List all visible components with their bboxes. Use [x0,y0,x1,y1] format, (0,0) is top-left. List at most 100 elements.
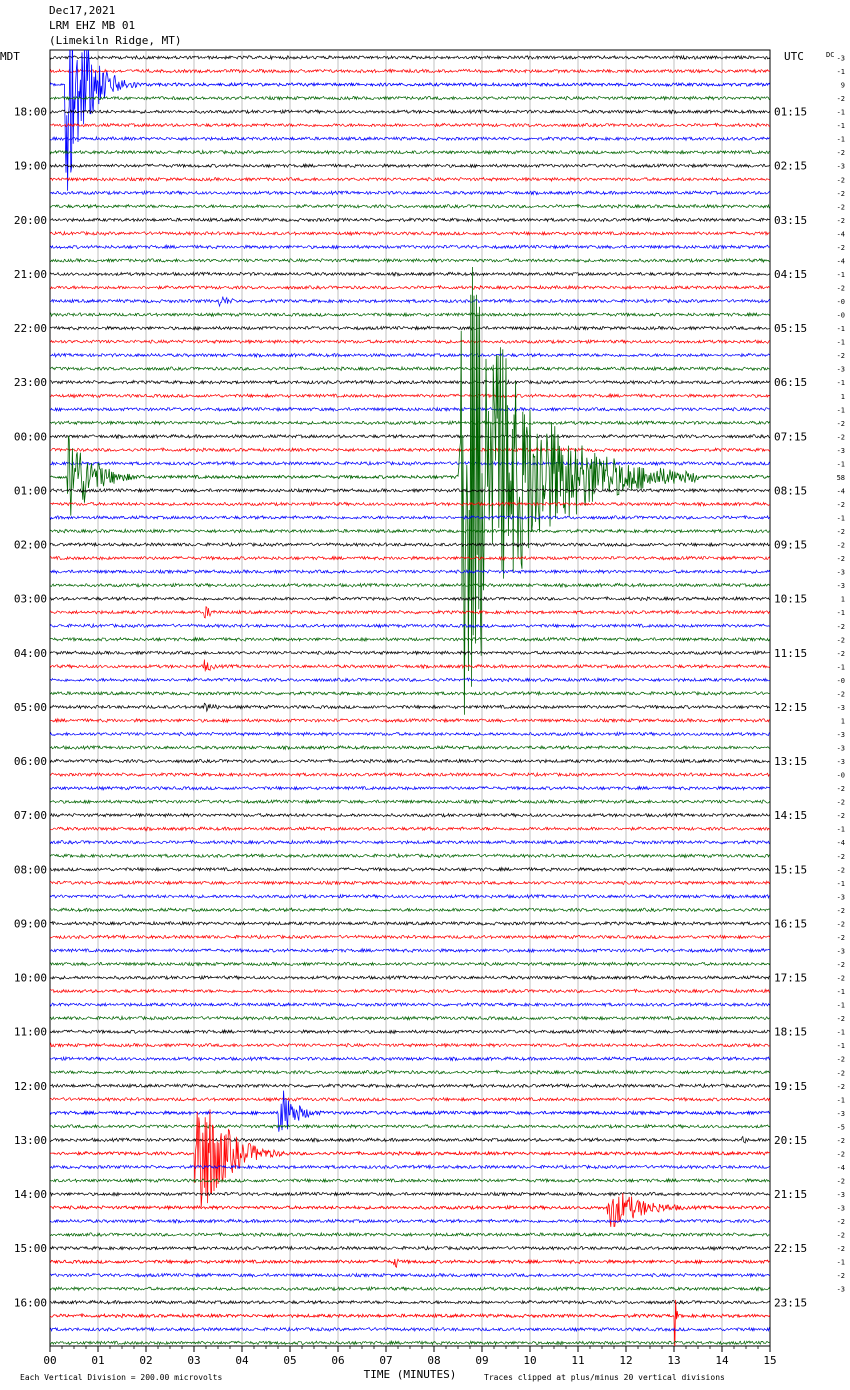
utc-hour-label: 23:15 [774,1296,807,1309]
seismic-trace [50,379,770,386]
x-tick-label: 06 [331,1354,344,1367]
dc-offset-value: -0 [837,298,845,306]
seismic-trace [50,920,770,927]
mdt-hour-label: 09:00 [14,917,47,930]
dc-offset-value: -1 [837,1042,845,1050]
seismic-trace [50,1272,770,1279]
seismic-trace [50,690,770,697]
mdt-hour-label: 13:00 [14,1134,47,1147]
dc-offset-value: -2 [837,690,845,698]
dc-offset-value: -2 [837,176,845,184]
dc-offset-value: -1 [837,406,845,414]
x-tick-label: 03 [187,1354,200,1367]
mdt-hour-label: 04:00 [14,647,47,660]
dc-offset-value: -1 [837,325,845,333]
dc-offset-value: -2 [837,623,845,631]
mdt-hour-label: 19:00 [14,160,47,173]
seismic-trace [50,487,770,494]
seismic-trace [50,514,770,521]
dc-offset-value: 1 [841,596,845,604]
seismic-trace [50,785,770,792]
utc-timezone-label: UTC [784,50,804,63]
dc-offset-value: -3 [837,745,845,753]
seismic-trace [50,947,770,954]
dc-offset-value: -1 [837,122,845,130]
dc-offset-value: -3 [837,569,845,577]
seismic-trace [50,95,770,102]
seismic-trace [50,893,770,900]
dc-offset-value: -1 [837,609,845,617]
seismic-trace [50,446,770,453]
seismic-trace [50,284,770,291]
x-tick-label: 11 [571,1354,584,1367]
seismic-trace [50,555,770,562]
seismic-trace [50,176,770,183]
utc-hour-label: 04:15 [774,268,807,281]
dc-offset-value: -2 [837,528,845,536]
dc-offset-value: -1 [837,136,845,144]
seismic-trace [50,582,770,589]
seismic-trace [50,1109,770,1208]
dc-offset-value: -2 [837,433,845,441]
seismic-trace [50,392,770,399]
dc-offset-value: -4 [837,487,845,495]
dc-offset-value: -2 [837,934,845,942]
dc-offset-value: -2 [837,501,845,509]
dc-offset-value: -1 [837,460,845,468]
dc-offset-value: -2 [837,555,845,563]
dc-offset-value: -4 [837,257,845,265]
dc-offset-value: -2 [837,866,845,874]
x-tick-label: 04 [235,1354,249,1367]
utc-hour-label: 03:15 [774,214,807,227]
seismic-trace [50,717,770,724]
seismic-trace [50,1245,770,1252]
seismic-trace [50,338,770,345]
seismic-trace [50,1177,770,1184]
x-tick-label: 08 [427,1354,440,1367]
dc-offset-value: -2 [837,1245,845,1253]
mdt-hour-label: 10:00 [14,972,47,985]
seismic-trace [50,622,770,629]
seismic-trace [50,501,770,507]
utc-hour-label: 02:15 [774,160,807,173]
x-tick-label: 01 [91,1354,104,1367]
dc-offset-value: -2 [837,1232,845,1240]
seismic-trace [50,406,770,413]
mdt-hour-label: 15:00 [14,1242,47,1255]
utc-hour-label: 08:15 [774,484,807,497]
dc-offset-value: -1 [837,988,845,996]
dc-offset-value: -3 [837,947,845,955]
x-tick-label: 15 [763,1354,776,1367]
mdt-hour-label: 18:00 [14,106,47,119]
dc-offset-value: 1 [841,717,845,725]
dc-offset-value: -2 [837,1015,845,1023]
seismic-trace [50,311,770,318]
mdt-hour-label: 22:00 [14,322,47,335]
utc-hour-label: 19:15 [774,1080,807,1093]
seismic-trace [50,296,770,308]
dc-offset-value: -3 [837,731,845,739]
dc-offset-value: 1 [841,393,845,401]
dc-offset-value: -2 [837,785,845,793]
dc-offset-value: -3 [837,366,845,374]
utc-hour-label: 07:15 [774,430,807,443]
mdt-hour-label: 00:00 [14,430,47,443]
dc-offset-value: -2 [837,1056,845,1064]
seismic-trace [50,1055,770,1062]
seismic-trace [50,216,770,223]
dc-offset-value: -3 [837,1205,845,1213]
mdt-hour-label: 23:00 [14,376,47,389]
seismic-trace [50,907,770,913]
scale-note: Each Vertical Division = 200.00 microvol… [20,1373,222,1382]
seismic-trace [50,541,770,548]
seismic-trace [50,1285,770,1292]
seismic-trace [50,1299,770,1305]
utc-hour-label: 21:15 [774,1188,807,1201]
x-tick-label: 07 [379,1354,392,1367]
seismic-trace [50,50,770,191]
seismic-trace [50,149,770,156]
dc-offset-value: -2 [837,1150,845,1158]
seismic-trace [50,1231,770,1238]
dc-offset-value: -2 [837,907,845,915]
